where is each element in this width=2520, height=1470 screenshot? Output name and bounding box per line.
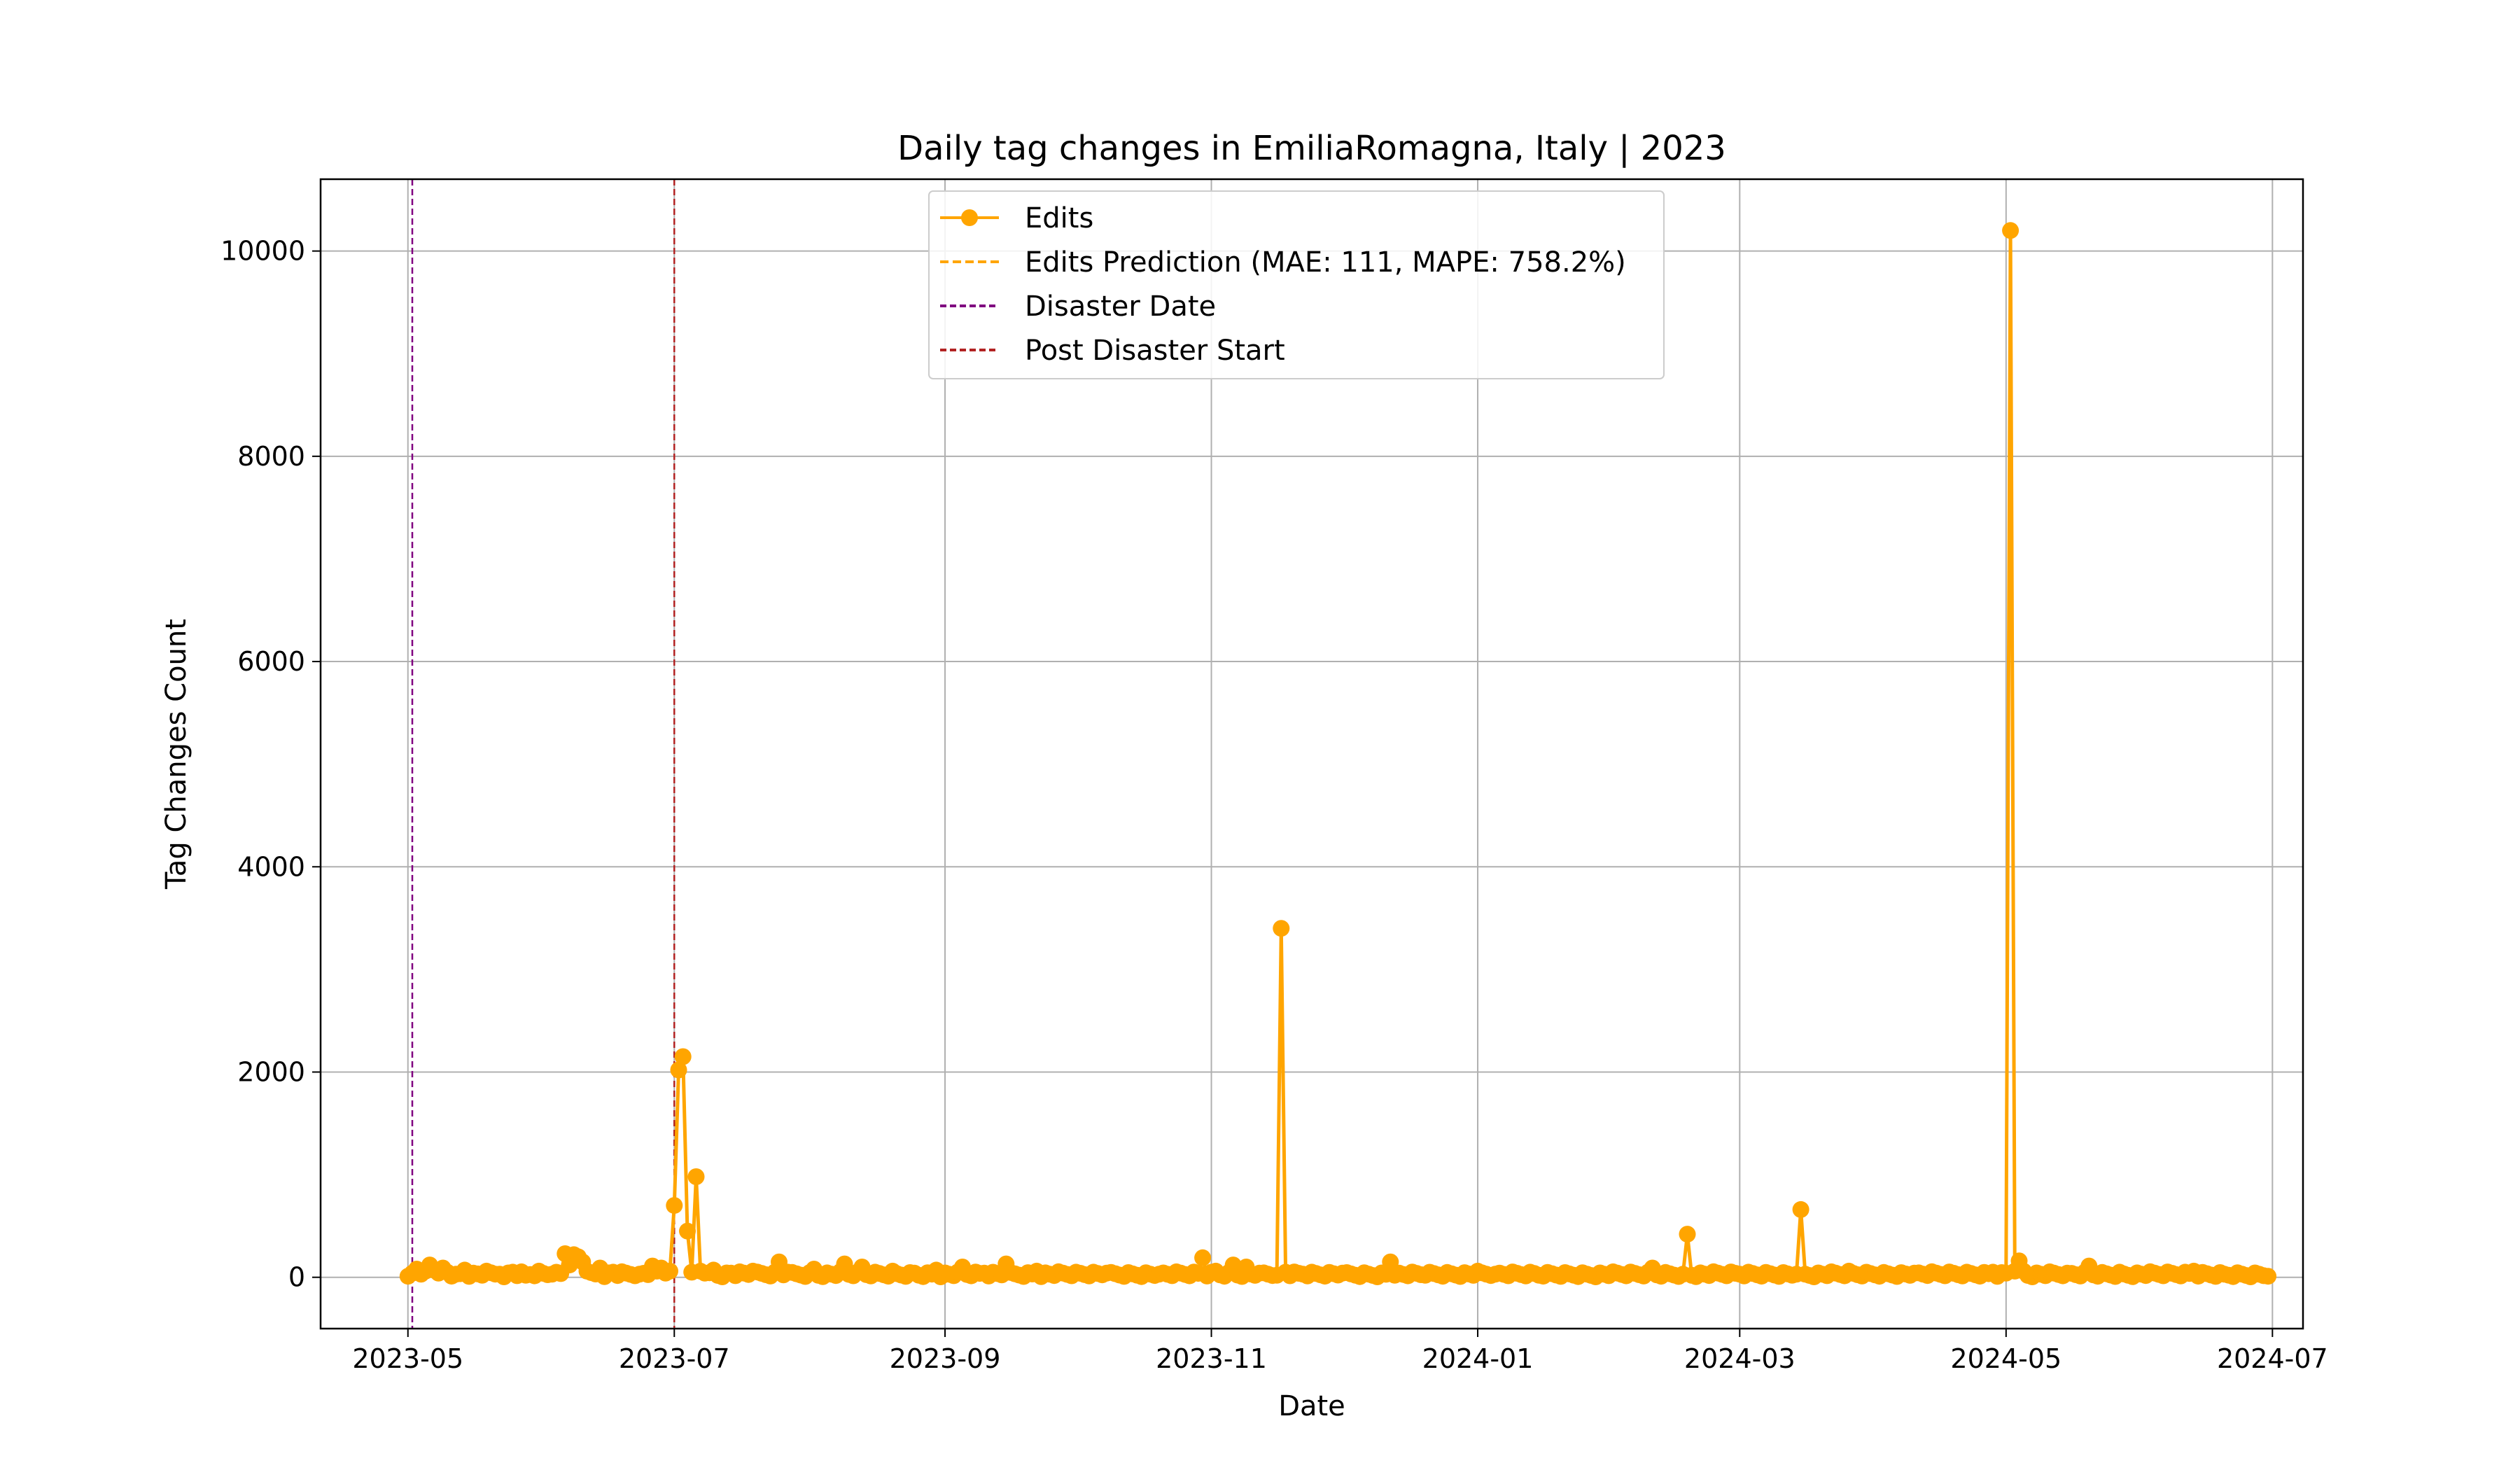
y-axis-label: Tag Changes Count	[160, 619, 192, 890]
edits-point	[1792, 1200, 1809, 1218]
x-tick-label: 2024-07	[2217, 1343, 2328, 1374]
edits-point	[1679, 1226, 1696, 1243]
legend-label: Post Disaster Start	[1025, 335, 1285, 367]
y-tick-label: 4000	[237, 851, 305, 882]
legend-box	[928, 190, 1665, 379]
legend-label: Edits	[1025, 202, 1093, 234]
edits-point	[679, 1222, 696, 1240]
edits-point	[2002, 222, 2019, 239]
legend: Edits Edits Prediction (MAE: 111, MAPE: 7…	[928, 190, 1665, 379]
x-tick-label: 2024-05	[1950, 1343, 2062, 1374]
edits-point	[674, 1048, 692, 1065]
x-axis-ticks: 2023-05 2023-07 2023-09 2023-11 2024-01 2024-…	[352, 1329, 2328, 1374]
legend-label: Disaster Date	[1025, 290, 1216, 323]
y-tick-label: 2000	[237, 1056, 305, 1087]
y-tick-label: 0	[288, 1262, 305, 1293]
edits-point	[666, 1197, 683, 1214]
series-edits	[399, 222, 2277, 1285]
reference-lines	[411, 179, 676, 1329]
edits-point	[1382, 1253, 1399, 1270]
x-tick-label: 2023-11	[1156, 1343, 1267, 1374]
edits-point	[687, 1168, 705, 1185]
chart-title: Daily tag changes in EmiliaRomagna, Ital…	[897, 129, 1726, 168]
x-tick-label: 2023-09	[890, 1343, 1001, 1374]
legend-label: Edits Prediction (MAE: 111, MAPE: 758.2%…	[1025, 246, 1626, 279]
x-axis-label: Date	[1278, 1390, 1345, 1422]
x-tick-label: 2023-07	[619, 1343, 730, 1374]
x-tick-label: 2024-01	[1422, 1343, 1534, 1374]
y-tick-label: 6000	[237, 646, 305, 677]
edits-point	[662, 1262, 678, 1280]
legend-marker	[961, 209, 978, 226]
edits-point	[1273, 920, 1290, 937]
x-tick-label: 2024-03	[1684, 1343, 1795, 1374]
edits-point	[670, 1061, 687, 1079]
y-tick-label: 8000	[237, 441, 305, 472]
plot-area-frame	[319, 178, 2304, 1330]
edits-point	[1194, 1249, 1212, 1266]
y-axis-ticks: 0 2000 4000 6000 8000 10000	[220, 236, 321, 1293]
x-tick-label: 2023-05	[352, 1343, 463, 1374]
y-tick-label: 10000	[220, 236, 305, 267]
edits-point	[2260, 1268, 2277, 1285]
